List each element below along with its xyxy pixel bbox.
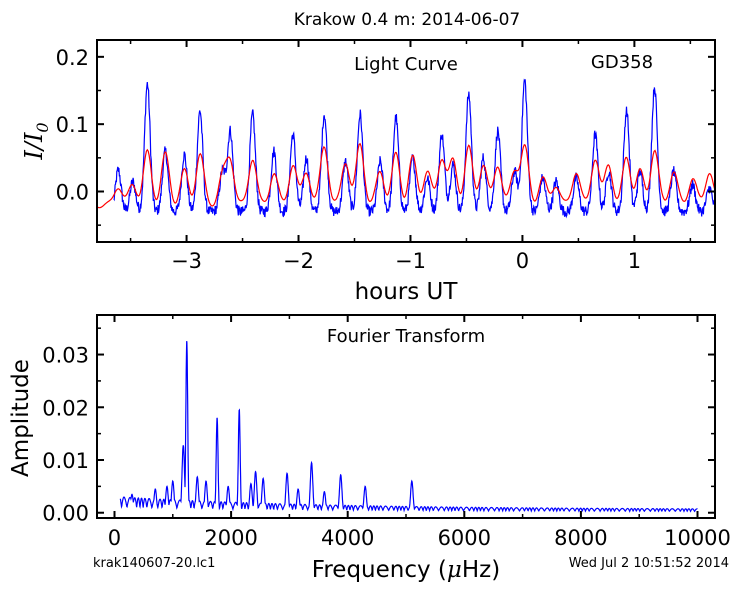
light-curve-frame bbox=[96, 39, 716, 243]
lc-y-tick-label: 0.0 bbox=[56, 181, 89, 205]
light-curve-title: Light Curve bbox=[354, 54, 458, 75]
light-curve-plot-area bbox=[97, 78, 715, 219]
lc-x-tick-label: −3 bbox=[171, 249, 202, 273]
ft-x-tick-label: 4000 bbox=[321, 526, 374, 550]
ft-x-tick-label: 6000 bbox=[438, 526, 491, 550]
lc-x-tick-label: −1 bbox=[395, 249, 426, 273]
light-curve-panel: −3 −2 −1 0 1 0.0 0.1 0.2 Light Curve GD358 hou… bbox=[20, 39, 716, 305]
fourier-panel: 0 2000 4000 6000 8000 10000 0.000.010.020.03 … bbox=[8, 314, 731, 583]
lc-x-tick-label: 0 bbox=[516, 249, 529, 273]
fourier-y-axis-label: Amplitude bbox=[8, 359, 34, 477]
ft-x-tick-label: 8000 bbox=[554, 526, 607, 550]
ft-x-tick-label: 10000 bbox=[664, 526, 731, 550]
fourier-y-ticks: 0.00 0.01 0.02 0.03 bbox=[42, 327, 715, 526]
figure-title: Krakow 0.4 m: 2014-06-07 bbox=[294, 10, 520, 30]
lc-x-tick-label: 1 bbox=[628, 249, 641, 273]
light-curve-y-ticks: 0.0 0.1 0.2 bbox=[56, 46, 715, 226]
fourier-x-axis-label: Frequency (μHz) bbox=[312, 557, 500, 583]
model-light-curve-line bbox=[97, 142, 715, 209]
fourier-x-ticks: 0 2000 4000 6000 8000 10000 bbox=[108, 315, 731, 550]
fourier-plot-area bbox=[119, 341, 698, 513]
light-curve-y-axis-label: I/I0 bbox=[20, 122, 52, 160]
ft-x-tick-label: 2000 bbox=[204, 526, 257, 550]
lc-y-tick-label: 0.1 bbox=[56, 113, 89, 137]
lc-y-tick-label: 0.2 bbox=[56, 46, 89, 70]
ft-x-tick-label: 0 bbox=[108, 526, 121, 550]
footer-timestamp: Wed Jul 2 10:51:52 2014 bbox=[569, 556, 729, 571]
light-curve-x-axis-label: hours UT bbox=[355, 279, 459, 305]
ft-y-tick-label: 0.03 bbox=[42, 344, 89, 368]
ft-y-tick-label: 0.00 bbox=[42, 502, 89, 526]
light-curve-x-ticks: −3 −2 −1 0 1 bbox=[129, 40, 692, 273]
ft-y-tick-label: 0.02 bbox=[42, 396, 89, 420]
svg-text:I/I0: I/I0 bbox=[20, 122, 52, 160]
lc-x-tick-label: −2 bbox=[283, 249, 314, 273]
ft-y-tick-label: 0.01 bbox=[42, 449, 89, 473]
observed-light-curve-line bbox=[113, 78, 715, 219]
fourier-amplitude-line bbox=[119, 341, 698, 513]
fourier-title: Fourier Transform bbox=[327, 326, 485, 347]
footer-filename: krak140607-20.lc1 bbox=[93, 556, 215, 571]
star-name-annotation: GD358 bbox=[591, 52, 653, 73]
